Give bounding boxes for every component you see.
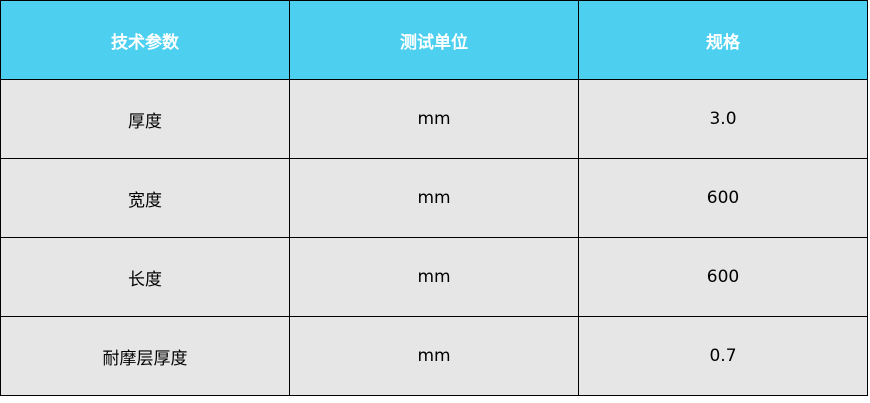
table-row: 长度 mm 600 <box>0 237 868 317</box>
table-row: 厚度 mm 3.0 <box>0 79 868 159</box>
cell-parameter: 长度 <box>0 237 290 317</box>
header-parameter: 技术参数 <box>0 0 290 80</box>
table-row: 宽度 mm 600 <box>0 158 868 238</box>
cell-spec: 3.0 <box>578 79 868 159</box>
header-row: 技术参数 测试单位 规格 <box>0 0 868 80</box>
cell-spec: 0.7 <box>578 316 868 396</box>
cell-parameter: 厚度 <box>0 79 290 159</box>
header-spec: 规格 <box>578 0 868 80</box>
cell-unit: mm <box>289 316 579 396</box>
cell-unit: mm <box>289 237 579 317</box>
cell-unit: mm <box>289 79 579 159</box>
cell-parameter: 宽度 <box>0 158 290 238</box>
cell-spec: 600 <box>578 237 868 317</box>
table-row: 耐摩层厚度 mm 0.7 <box>0 316 868 396</box>
cell-unit: mm <box>289 158 579 238</box>
cell-spec: 600 <box>578 158 868 238</box>
header-unit: 测试单位 <box>289 0 579 80</box>
cell-parameter: 耐摩层厚度 <box>0 316 290 396</box>
